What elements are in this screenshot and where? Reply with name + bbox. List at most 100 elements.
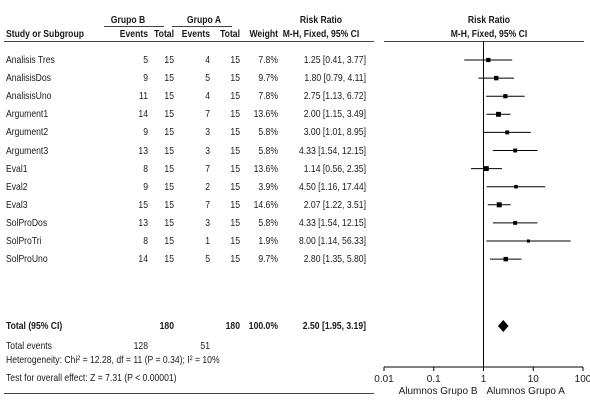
header-rule-left [4, 41, 374, 42]
study-marker [483, 166, 489, 172]
a-total: 15 [230, 72, 240, 85]
study-name: Argument3 [6, 144, 49, 157]
favours-left-label: Alumnos Grupo B [399, 386, 478, 397]
b-events: 14 [138, 253, 148, 266]
b-events-header: Events [119, 28, 148, 40]
a-events-header: Events [181, 28, 210, 40]
total-events-b: 128 [133, 340, 148, 352]
a-total: 15 [230, 126, 240, 139]
study-marker [505, 130, 510, 135]
b-total: 15 [164, 144, 174, 157]
total-label: Total (95% CI) [6, 320, 63, 332]
a-events: 7 [205, 162, 210, 175]
b-total: 15 [164, 180, 174, 193]
overall-effect-stat: Test for overall effect: Z = 7.31 (P < 0… [6, 372, 177, 384]
risk-ratio-ci: 4.33 [1.54, 12.15] [298, 216, 366, 229]
weight-header: Weight [249, 28, 278, 40]
study-name: Eval3 [6, 198, 28, 211]
a-events: 7 [205, 108, 210, 121]
study-marker [503, 256, 508, 262]
risk-ratio-ci: 2.07 [1.22, 3.51] [303, 198, 366, 211]
x-tick-label: 0.1 [427, 374, 441, 385]
a-total: 15 [230, 108, 240, 121]
study-marker [513, 148, 518, 153]
b-events: 14 [138, 108, 148, 121]
b-events: 9 [143, 72, 148, 85]
total-ci: 2.50 [1.95, 3.19] [302, 320, 366, 332]
study-name: SolProDos [6, 216, 48, 229]
b-events: 13 [138, 144, 148, 157]
risk-ratio-ci: 1.14 [0.56, 2.35] [303, 162, 366, 175]
b-events: 9 [143, 180, 148, 193]
study-column-header: Study or Subgroup [6, 28, 84, 40]
a-events: 1 [205, 235, 210, 247]
total-a: 180 [225, 320, 240, 332]
b-total: 15 [164, 108, 174, 121]
risk-ratio-ci: 2.80 [1.35, 5.80] [303, 253, 366, 266]
study-name: Eval2 [6, 180, 28, 193]
b-events: 15 [138, 198, 148, 211]
study-name: AnalisisUno [6, 90, 52, 103]
weight: 5.8% [258, 126, 278, 139]
risk-ratio-ci: 2.00 [1.15, 3.49] [303, 108, 366, 121]
a-events: 3 [205, 144, 210, 157]
a-total: 15 [230, 90, 240, 103]
total-b: 180 [159, 320, 174, 332]
b-events: 5 [143, 54, 148, 66]
a-total: 15 [230, 198, 240, 211]
a-total: 15 [230, 180, 240, 193]
a-events: 4 [205, 54, 210, 66]
study-name: SolProTri [6, 235, 42, 247]
a-events: 7 [205, 198, 210, 211]
weight: 14.6% [253, 198, 278, 211]
study-name: Eval1 [6, 162, 28, 175]
b-total: 15 [164, 90, 174, 103]
heterogeneity-stat: Heterogeneity: Chi² = 12.28, df = 11 (P … [6, 354, 220, 366]
weight: 13.6% [253, 162, 278, 175]
total-events-label: Total events [6, 340, 52, 352]
b-total-header: Total [154, 28, 174, 40]
weight: 9.7% [258, 253, 278, 266]
b-total: 15 [164, 162, 174, 175]
study-marker [514, 184, 518, 189]
b-events: 11 [139, 90, 148, 103]
study-name: Analisis Tres [6, 54, 55, 66]
weight: 9.7% [258, 72, 278, 85]
group-b-header: Grupo B [110, 14, 146, 26]
study-name: SolProUno [6, 253, 48, 266]
b-total: 15 [164, 216, 174, 229]
risk-ratio-ci: 1.80 [0.79, 4.11] [304, 72, 366, 85]
plot-title: Risk Ratio [467, 14, 511, 26]
risk-ratio-ci: 1.25 [0.41, 3.77] [303, 54, 366, 66]
risk-ratio-header: Risk Ratio [299, 14, 343, 26]
a-total: 15 [230, 216, 240, 229]
a-events: 2 [205, 180, 210, 193]
risk-ratio-ci: 2.75 [1.13, 6.72] [303, 90, 366, 103]
plot-method-header: M-H, Fixed, 95% CI [450, 28, 528, 40]
a-total: 15 [230, 54, 240, 66]
x-tick-label: 100 [575, 374, 590, 385]
b-total: 15 [164, 235, 174, 247]
risk-ratio-ci: 3.00 [1.01, 8.95] [303, 126, 366, 139]
study-name: Argument1 [6, 108, 49, 121]
weight: 7.8% [258, 54, 278, 66]
b-events: 13 [138, 216, 148, 229]
a-events: 3 [205, 126, 210, 139]
favours-right-label: Alumnos Grupo A [487, 386, 566, 397]
study-marker [513, 220, 518, 225]
weight: 13.6% [253, 108, 278, 121]
a-total: 15 [230, 162, 240, 175]
x-tick-label: 1 [481, 374, 487, 385]
b-total: 15 [164, 72, 174, 85]
b-events: 8 [143, 235, 148, 247]
b-total: 15 [164, 253, 174, 266]
weight: 5.8% [258, 144, 278, 157]
b-total: 15 [164, 54, 174, 66]
total-events-a: 51 [200, 340, 210, 352]
b-events: 8 [143, 162, 148, 175]
weight: 1.9% [258, 235, 278, 247]
method-header: M-H, Fixed, 95% CI [282, 28, 360, 40]
x-tick-label: 0.01 [374, 374, 394, 385]
total-diamond [497, 320, 509, 332]
x-tick-label: 10 [528, 374, 540, 385]
